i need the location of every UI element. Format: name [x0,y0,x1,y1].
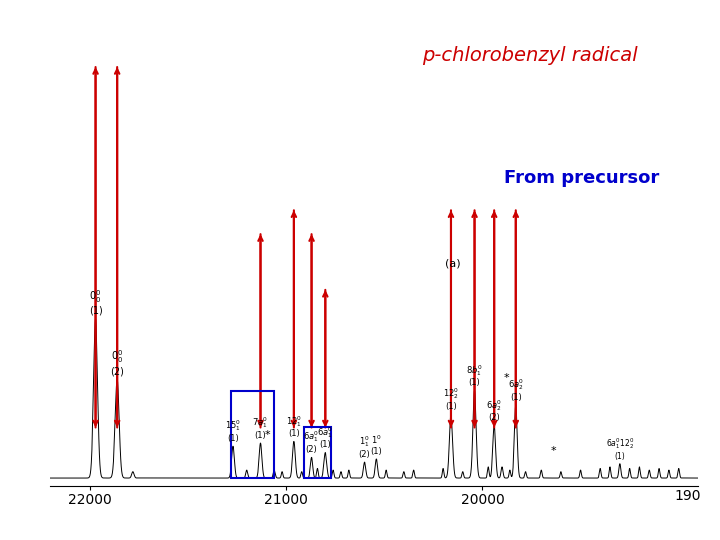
Text: *: * [550,446,556,456]
Bar [304,427,331,478]
Text: $12_2^0$
(1): $12_2^0$ (1) [443,387,459,411]
Text: p-chlorobenzyl radical: p-chlorobenzyl radical [422,46,638,65]
Text: $15_1^0$
(1): $15_1^0$ (1) [225,418,241,443]
Text: $6a_2^0$
(1): $6a_2^0$ (1) [508,377,524,402]
Text: $0_0^0$
(2): $0_0^0$ (2) [110,349,124,376]
Text: *: * [264,430,270,440]
Text: $6a_1^0 12_2^0$
(1): $6a_1^0 12_2^0$ (1) [606,436,634,461]
Text: $1^0$
(1): $1^0$ (1) [371,434,382,456]
Text: 190: 190 [675,489,701,503]
Text: From precursor: From precursor [504,168,660,186]
Text: $6a_1^0$
(1): $6a_1^0$ (1) [318,425,333,449]
Bar [231,390,274,478]
Text: $1_1^0$
(2): $1_1^0$ (2) [359,434,371,459]
Text: $7a_1^0$
(1): $7a_1^0$ (1) [253,415,269,440]
Text: *: * [503,373,509,382]
Text: $12_1^0$
(1): $12_1^0$ (1) [286,414,302,438]
Text: $6a_2^0$
(2): $6a_2^0$ (2) [486,398,503,422]
Text: $8b_1^0$
(1): $8b_1^0$ (1) [467,363,483,387]
Text: (a): (a) [445,258,461,268]
Text: Laboratory of Molecular Spectroscopy & Nano Materials, Pusan National University: Laboratory of Molecular Spectroscopy & N… [60,518,660,532]
Text: $0_0^0$
(1): $0_0^0$ (1) [89,288,102,316]
Text: $6a_1^0$
(2): $6a_1^0$ (2) [303,429,320,454]
